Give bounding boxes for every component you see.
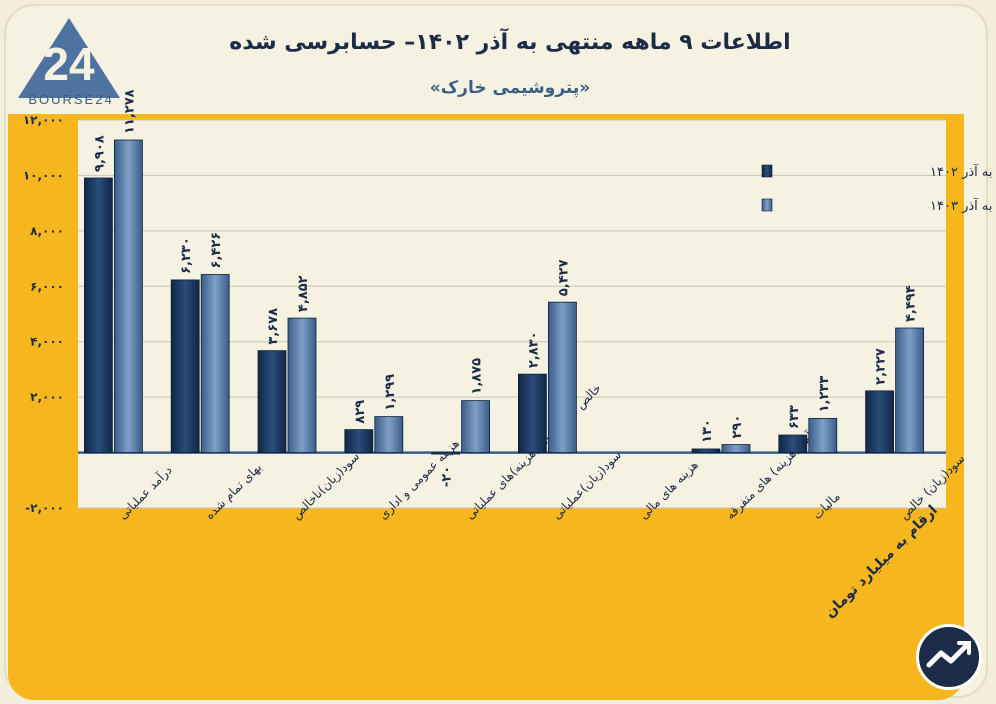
bar-s1 xyxy=(84,177,113,453)
data-label: ۳,۶۷۸ xyxy=(266,308,281,345)
data-label: ۴,۸۵۲ xyxy=(296,275,311,312)
trend-badge-icon xyxy=(916,624,982,690)
data-label: ۶۳۳ xyxy=(787,405,802,429)
legend-swatch xyxy=(761,198,773,212)
bar-s1 xyxy=(170,279,200,453)
y-tick-label: ۱۰,۰۰۰ xyxy=(23,168,64,182)
data-label: ۵,۴۲۷ xyxy=(556,259,571,296)
data-label: ۸۲۹ xyxy=(353,400,368,424)
bar-s2 xyxy=(114,139,143,453)
data-label: ۹,۹۰۸ xyxy=(92,135,107,172)
brand-name: BOURSE24 xyxy=(28,92,114,107)
y-tick-label: -۲,۰۰۰ xyxy=(25,501,64,515)
legend-label: عملکرد منتهی به آذر ۱۴۰۲ xyxy=(930,163,996,180)
data-label: ۲,۲۲۷ xyxy=(874,348,889,385)
svg-text:24: 24 xyxy=(43,38,95,90)
bar-s2 xyxy=(808,417,838,453)
data-label: ۶,۴۲۶ xyxy=(209,232,224,269)
data-label: ۱,۸۷۵ xyxy=(470,358,485,395)
bar-s1 xyxy=(431,452,461,455)
bar-s1 xyxy=(518,373,547,453)
bar-s2 xyxy=(548,301,577,453)
data-label: ۲۹۰ xyxy=(730,415,745,439)
data-label: ۴,۴۹۴ xyxy=(904,285,919,322)
bar-s1 xyxy=(865,390,894,453)
bar-s2 xyxy=(721,444,751,453)
bar-s2 xyxy=(895,327,924,453)
data-label: ۱,۲۳۳ xyxy=(817,376,832,413)
legend-label: عملکرد منتهی به آذر ۱۴۰۳ xyxy=(930,197,996,214)
bar-s1 xyxy=(778,434,808,453)
y-tick-label: ۲,۰۰۰ xyxy=(30,390,64,404)
page-subtitle: «پتروشیمی خارک» xyxy=(429,78,591,98)
bar-s2 xyxy=(287,317,317,453)
y-tick-label: ۶,۰۰۰ xyxy=(30,279,64,293)
bar-s2 xyxy=(200,274,230,453)
data-label: ۱۱,۲۷۸ xyxy=(122,89,137,134)
data-label: -۲۰ xyxy=(440,466,455,487)
data-label: ۶,۲۳۰ xyxy=(179,237,194,274)
bar-s1 xyxy=(691,448,721,453)
y-tick-label: ۴,۰۰۰ xyxy=(30,335,64,349)
page-title: اطلاعات ۹ ماهه منتهی به آذر ۱۴۰۲– حسابرس… xyxy=(229,30,791,55)
bar-s2 xyxy=(461,400,491,453)
data-label: ۱۳۰ xyxy=(700,419,715,443)
bar-s1 xyxy=(344,429,374,453)
bar-s2 xyxy=(374,416,404,453)
y-tick-label: ۸,۰۰۰ xyxy=(30,224,64,238)
data-label: ۱,۲۹۹ xyxy=(383,374,398,411)
data-label: ۲,۸۳۰ xyxy=(526,331,541,368)
y-tick-label: ۱۲,۰۰۰ xyxy=(23,113,64,127)
bar-s1 xyxy=(257,350,287,453)
bourse24-logo: 24 xyxy=(18,18,120,98)
legend-swatch xyxy=(761,164,773,178)
